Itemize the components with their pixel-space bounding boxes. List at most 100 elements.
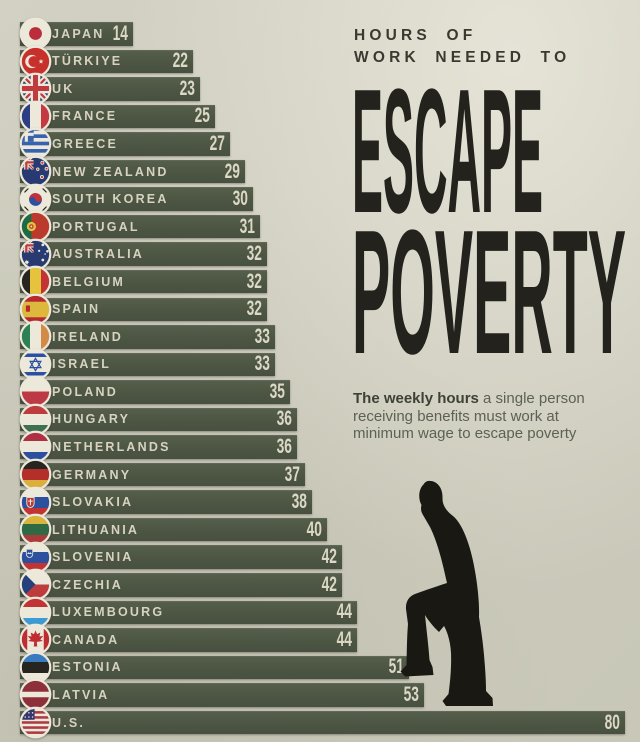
bar-gr: GREECE 27 [20, 130, 231, 156]
country-label: HUNGARY [52, 412, 131, 427]
bar-value: 38 [291, 489, 308, 514]
bar-lu: LUXEMBOURG 44 [20, 599, 357, 625]
bar-value: 32 [247, 268, 263, 293]
bar-value: 30 [232, 186, 248, 211]
bar-be: BELGIUM 32 [20, 268, 268, 294]
bar-value: 36 [276, 406, 293, 431]
bar-ca: CANADA 44 [20, 628, 357, 652]
country-label: LUXEMBOURG [52, 605, 165, 620]
bar-nz: NEW ZEALAND 29 [20, 159, 246, 184]
chart-eyebrow: HOURS OF WORK NEEDED TO [354, 25, 570, 68]
bar-value: 32 [247, 296, 263, 321]
country-label: ESTONIA [52, 660, 123, 675]
eyebrow-line-2: WORK NEEDED TO [354, 48, 571, 66]
chart-row: FRANCE 25 [0, 100, 640, 133]
bar-de: GERMANY 37 [20, 461, 305, 487]
israel-flag-icon [19, 348, 52, 381]
subtitle-rest: a single person receiving benefits must … [353, 390, 585, 443]
country-label: ISRAEL [52, 357, 112, 372]
bar-value: 27 [209, 130, 226, 155]
country-label: GREECE [52, 136, 118, 151]
headline-line-1: ESCAPE [352, 76, 543, 250]
chart-row: LITHUANIA 40 [0, 513, 640, 546]
us-flag-icon [19, 706, 52, 739]
country-label: NEW ZEALAND [52, 164, 169, 179]
chart-row: POLAND 35 [0, 375, 640, 408]
slovakia-flag-icon [19, 486, 52, 519]
country-label: SLOVAKIA [52, 495, 134, 510]
country-label: TÜRKIYE [52, 54, 123, 69]
bar-us: U.S. 80 [20, 709, 625, 735]
chart-subtitle: The weekly hours a single person receivi… [353, 390, 595, 443]
country-label: PORTUGAL [52, 219, 140, 234]
headline: ESCAPE POVERTY [352, 76, 626, 372]
chart-row: U.S. 80 [0, 706, 640, 739]
chart-row: SPAIN 32 [0, 293, 640, 326]
country-label: GERMANY [52, 467, 132, 482]
bar-value: 31 [239, 213, 255, 238]
bar-value: 37 [284, 461, 300, 486]
bar-cz: CZECHIA 42 [20, 573, 342, 597]
bar-nl: NETHERLANDS 36 [20, 434, 298, 459]
bar-value: 44 [336, 599, 352, 624]
eyebrow-line-1: HOURS OF [354, 27, 477, 44]
bar-si: SLOVENIA 42 [20, 545, 342, 569]
country-label: POLAND [52, 384, 118, 399]
australia-flag-icon [19, 238, 52, 271]
country-label: AUSTRALIA [52, 247, 145, 262]
bar-value: 42 [321, 544, 337, 569]
canada-flag-icon [19, 623, 52, 656]
bar-value: 80 [604, 709, 620, 734]
chart-row: SLOVAKIA 38 [0, 486, 640, 518]
bar-value: 53 [403, 681, 419, 706]
bar-value: 36 [276, 434, 293, 458]
chart-row: GERMANY 37 [0, 458, 640, 491]
bar-lt: LITHUANIA 40 [20, 516, 327, 542]
turkiye-flag-icon [19, 45, 52, 78]
chart-row: LUXEMBOURG 44 [0, 596, 640, 629]
country-label: UK [52, 81, 75, 96]
country-label: CANADA [52, 632, 120, 647]
bar-value: 42 [321, 571, 337, 596]
bar-kr: SOUTH KOREA 30 [20, 187, 253, 211]
bar-tr: TÜRKIYE 22 [20, 49, 193, 74]
bar-sk: SLOVAKIA 38 [20, 489, 313, 514]
bar-value: 33 [254, 351, 270, 376]
bar-gb: UK 23 [20, 75, 201, 101]
headline-line-2: POVERTY [352, 193, 626, 372]
bar-value: 14 [113, 20, 129, 45]
chart-row: SLOVENIA 42 [0, 541, 640, 573]
chart-row: ESTONIA 51 [0, 651, 640, 684]
country-label: SOUTH KOREA [52, 192, 169, 207]
new-zealand-flag-icon [19, 155, 52, 188]
bar-es: SPAIN 32 [20, 296, 268, 321]
bar-hu: HUNGARY 36 [20, 406, 298, 432]
bar-value: 40 [306, 516, 322, 541]
latvia-flag-icon [19, 678, 52, 711]
bar-pl: POLAND 35 [20, 380, 290, 404]
japan-flag-icon [19, 17, 52, 50]
chart-row: CANADA 44 [0, 623, 640, 656]
bar-value: 25 [194, 103, 211, 128]
chart-row: HUNGARY 36 [0, 403, 640, 436]
country-label: SLOVENIA [52, 550, 134, 565]
bar-lv: LATVIA 53 [20, 683, 424, 707]
chart-row: NEW ZEALAND 29 [0, 155, 640, 188]
chart-row: LATVIA 53 [0, 679, 640, 711]
bar-value: 51 [388, 654, 404, 679]
bar-value: 33 [254, 323, 270, 348]
person-climbing-stairs-silhouette [400, 480, 493, 706]
chart-row: PORTUGAL 31 [0, 210, 640, 243]
uk-flag-icon [19, 72, 52, 105]
country-label: LATVIA [52, 687, 110, 702]
bar-value: 23 [180, 75, 196, 100]
bar-value: 32 [247, 241, 263, 266]
bar-pt: PORTUGAL 31 [20, 213, 260, 239]
country-label: FRANCE [52, 109, 118, 124]
country-label: NETHERLANDS [52, 440, 171, 454]
chart-row: GREECE 27 [0, 128, 640, 160]
chart-row: IRELAND 33 [0, 320, 640, 353]
bar-il: ISRAEL 33 [20, 351, 275, 377]
chart-row: JAPAN 14 [0, 17, 640, 50]
